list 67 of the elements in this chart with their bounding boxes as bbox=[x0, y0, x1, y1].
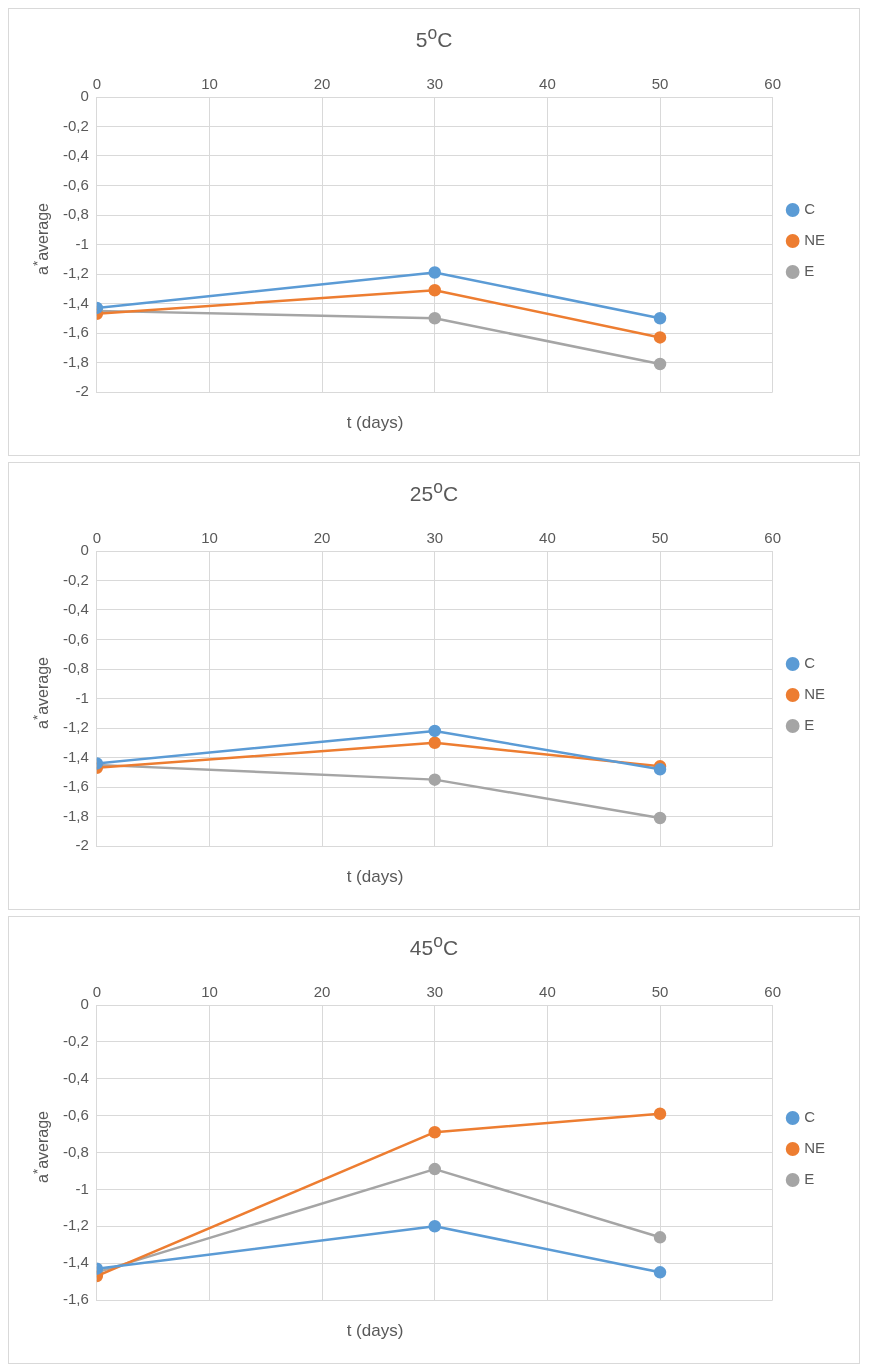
y-tick-label: -1 bbox=[75, 234, 89, 252]
y-tick-label: -1 bbox=[75, 1179, 89, 1197]
x-tick-label: 20 bbox=[313, 983, 331, 1001]
y-tick-label: -1,6 bbox=[62, 323, 89, 341]
y-tick-label: -1,2 bbox=[62, 718, 89, 736]
x-tick-label: 0 bbox=[92, 75, 102, 93]
x-tick-label: 20 bbox=[313, 529, 331, 547]
y-tick-label: 0 bbox=[80, 995, 89, 1013]
legend-label: C bbox=[804, 654, 816, 672]
x-tick-label: 40 bbox=[539, 529, 556, 547]
x-axis-title: t (days) bbox=[345, 413, 405, 433]
y-tick-label: -0,8 bbox=[62, 205, 89, 223]
y-tick-label: -0,6 bbox=[62, 629, 89, 647]
y-tick-label: -2 bbox=[75, 382, 89, 400]
x-tick-label: 30 bbox=[426, 983, 444, 1001]
x-tick-label: 10 bbox=[201, 75, 218, 93]
legend-label: C bbox=[804, 200, 816, 218]
y-tick-label: -0,2 bbox=[62, 116, 89, 134]
y-tick-label: -1,8 bbox=[62, 806, 89, 824]
x-tick-label: 10 bbox=[201, 983, 218, 1001]
x-tick-label: 40 bbox=[539, 75, 556, 93]
y-tick-label: 0 bbox=[80, 87, 89, 105]
chart-title: 5$^{o}$C bbox=[414, 22, 454, 53]
y-tick-label: -1,4 bbox=[62, 747, 89, 765]
y-tick-label: -0,4 bbox=[62, 1068, 89, 1086]
y-tick-label: -0,6 bbox=[62, 175, 89, 193]
y-tick-label: -0,2 bbox=[62, 1032, 89, 1050]
legend-label: E bbox=[804, 716, 815, 734]
y-tick-label: 0 bbox=[80, 541, 89, 559]
x-tick-label: 30 bbox=[426, 529, 444, 547]
legend-label: C bbox=[804, 1108, 816, 1126]
y-tick-label: -0,8 bbox=[62, 1142, 89, 1160]
y-tick-label: -0,4 bbox=[62, 600, 89, 618]
x-tick-label: 50 bbox=[651, 983, 669, 1001]
x-axis-title: t (days) bbox=[345, 1321, 405, 1341]
x-tick-label: 20 bbox=[313, 75, 331, 93]
x-tick-label: 60 bbox=[764, 529, 782, 547]
y-tick-label: -0,6 bbox=[62, 1105, 89, 1123]
y-tick-label: -0,8 bbox=[62, 659, 89, 677]
y-tick-label: -2 bbox=[75, 836, 89, 854]
y-tick-label: -1 bbox=[75, 688, 89, 706]
x-tick-label: 40 bbox=[539, 983, 556, 1001]
x-tick-label: 0 bbox=[92, 983, 102, 1001]
x-tick-label: 50 bbox=[651, 529, 669, 547]
x-axis-title: t (days) bbox=[345, 867, 405, 887]
chart-title: 45$^{o}$C bbox=[408, 930, 460, 961]
legend-label: NE bbox=[804, 1139, 826, 1157]
y-tick-label: -0,4 bbox=[62, 146, 89, 164]
x-tick-label: 60 bbox=[764, 75, 782, 93]
x-tick-label: 10 bbox=[201, 529, 218, 547]
legend-label: NE bbox=[804, 685, 826, 703]
legend-label: E bbox=[804, 262, 815, 280]
legend-label: E bbox=[804, 1170, 815, 1188]
y-tick-label: -1,6 bbox=[62, 777, 89, 795]
y-tick-label: -1,2 bbox=[62, 264, 89, 282]
x-tick-label: 30 bbox=[426, 75, 444, 93]
y-tick-label: -1,8 bbox=[62, 352, 89, 370]
x-tick-label: 60 bbox=[764, 983, 782, 1001]
y-tick-label: -1,4 bbox=[62, 293, 89, 311]
y-tick-label: -1,6 bbox=[62, 1290, 89, 1308]
y-tick-label: -1,2 bbox=[62, 1216, 89, 1234]
x-tick-label: 50 bbox=[651, 75, 669, 93]
chart-title: 25$^{o}$C bbox=[408, 476, 460, 507]
legend-label: NE bbox=[804, 231, 826, 249]
x-tick-label: 0 bbox=[92, 529, 102, 547]
y-tick-label: -0,2 bbox=[62, 570, 89, 588]
y-tick-label: -1,4 bbox=[62, 1253, 89, 1271]
